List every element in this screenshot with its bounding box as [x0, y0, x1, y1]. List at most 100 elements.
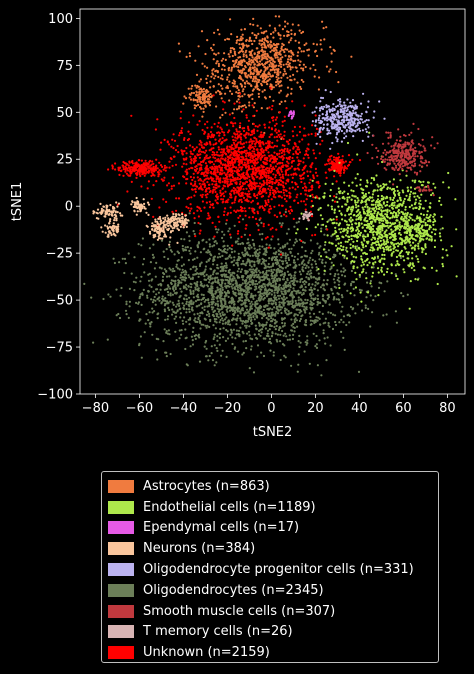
data-point: [226, 37, 229, 41]
data-point: [160, 267, 163, 270]
data-point: [141, 237, 144, 240]
data-point: [178, 281, 181, 284]
data-point: [163, 255, 166, 259]
data-point: [323, 289, 326, 292]
data-point: [257, 333, 260, 336]
data-point: [330, 235, 333, 238]
data-point: [255, 139, 258, 142]
data-point: [140, 356, 143, 359]
data-point: [204, 298, 207, 302]
data-point: [286, 338, 289, 341]
data-point: [236, 314, 239, 317]
data-point: [232, 147, 235, 150]
data-point: [220, 128, 223, 131]
data-point: [208, 104, 212, 107]
data-point: [211, 281, 215, 284]
series-astrocytes: [177, 15, 353, 140]
data-point: [276, 139, 279, 142]
data-point: [219, 151, 223, 154]
data-point: [258, 280, 261, 283]
data-point: [315, 269, 318, 272]
data-point: [340, 310, 343, 313]
data-point: [266, 274, 269, 277]
data-point: [333, 281, 336, 284]
data-point: [217, 83, 220, 86]
data-point: [241, 79, 245, 82]
data-point: [263, 43, 266, 46]
data-point: [219, 312, 222, 315]
data-point: [276, 78, 279, 81]
data-point: [209, 86, 212, 89]
data-point: [242, 88, 245, 91]
data-point: [260, 82, 263, 85]
data-point: [258, 166, 261, 169]
data-point: [158, 296, 161, 299]
data-point: [312, 302, 315, 305]
data-point: [205, 95, 208, 98]
data-point: [298, 151, 302, 154]
data-point: [276, 168, 280, 171]
data-point: [209, 92, 212, 96]
data-point: [180, 131, 183, 134]
data-point: [242, 351, 245, 354]
data-point: [196, 245, 199, 248]
data-point: [217, 75, 220, 79]
data-point: [306, 272, 309, 275]
data-point: [221, 187, 225, 190]
data-point: [328, 155, 331, 158]
data-point: [300, 262, 303, 265]
data-point: [182, 297, 186, 300]
data-point: [301, 30, 305, 33]
data-point: [290, 293, 293, 296]
data-point: [174, 286, 177, 289]
data-point: [233, 250, 236, 253]
data-point: [261, 190, 264, 194]
data-point: [260, 195, 263, 198]
data-point: [220, 84, 223, 87]
data-point: [289, 284, 292, 287]
data-point: [171, 313, 174, 316]
data-point: [179, 312, 182, 315]
data-point: [238, 160, 242, 163]
data-point: [211, 203, 214, 206]
data-point: [196, 280, 199, 284]
data-point: [200, 302, 203, 306]
data-point: [225, 147, 228, 150]
data-point: [292, 266, 295, 269]
data-point: [273, 144, 276, 148]
data-point: [272, 281, 275, 284]
data-point: [259, 290, 262, 293]
data-point: [262, 143, 265, 146]
data-point: [252, 268, 255, 271]
data-point: [274, 129, 277, 132]
data-point: [286, 165, 289, 168]
data-point: [264, 148, 268, 151]
data-point: [152, 215, 155, 218]
data-point: [269, 61, 272, 64]
data-point: [264, 327, 267, 330]
data-point: [303, 280, 306, 283]
data-point: [230, 261, 233, 264]
data-point: [282, 260, 285, 263]
data-point: [268, 126, 271, 129]
data-point: [197, 163, 200, 166]
data-point: [312, 332, 315, 335]
data-point: [253, 152, 256, 155]
data-point: [278, 81, 281, 84]
data-point: [253, 192, 256, 196]
data-point: [148, 311, 151, 314]
data-point: [229, 154, 232, 157]
data-point: [202, 293, 205, 297]
data-point: [153, 310, 156, 313]
data-point: [197, 242, 200, 245]
data-point: [296, 314, 299, 317]
data-point: [215, 183, 218, 186]
data-point: [285, 156, 288, 160]
data-point: [303, 182, 306, 185]
data-point: [281, 267, 285, 270]
data-point: [256, 161, 259, 164]
data-point: [244, 304, 247, 307]
data-point: [239, 166, 242, 169]
data-point: [292, 322, 295, 325]
data-point: [196, 154, 199, 157]
